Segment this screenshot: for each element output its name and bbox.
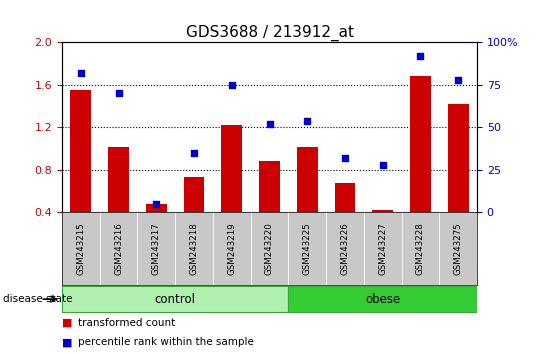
Text: GSM243215: GSM243215 [77, 222, 85, 275]
Text: GSM243216: GSM243216 [114, 222, 123, 275]
Text: GSM243225: GSM243225 [303, 222, 312, 275]
Bar [297, 147, 317, 212]
Bar [448, 104, 468, 212]
Point [190, 150, 198, 156]
Point [77, 70, 85, 76]
Text: percentile rank within the sample: percentile rank within the sample [78, 337, 254, 348]
Bar [146, 204, 167, 212]
Text: obese: obese [365, 293, 400, 306]
Text: GSM243220: GSM243220 [265, 222, 274, 275]
Text: GSM243218: GSM243218 [190, 222, 198, 275]
Bar [372, 210, 393, 212]
Point [227, 82, 236, 88]
Point [341, 155, 349, 161]
Point [114, 91, 123, 96]
Text: GSM243228: GSM243228 [416, 222, 425, 275]
Point [378, 162, 387, 168]
Point [303, 118, 312, 124]
Text: control: control [155, 293, 196, 306]
Text: ■: ■ [62, 337, 72, 348]
Text: disease state: disease state [3, 294, 72, 304]
Text: ■: ■ [62, 318, 72, 328]
Text: GSM243227: GSM243227 [378, 222, 387, 275]
Title: GDS3688 / 213912_at: GDS3688 / 213912_at [185, 25, 354, 41]
Point [152, 201, 161, 207]
Bar [222, 125, 242, 212]
Bar [410, 76, 431, 212]
Bar [71, 90, 91, 212]
Point [265, 121, 274, 127]
Bar [259, 161, 280, 212]
Text: GSM243219: GSM243219 [227, 222, 236, 275]
Point [454, 77, 462, 83]
Text: transformed count: transformed count [78, 318, 175, 328]
Bar [335, 183, 355, 212]
Point [416, 53, 425, 59]
Text: GSM243226: GSM243226 [341, 222, 349, 275]
Bar [108, 147, 129, 212]
Bar [62, 286, 288, 312]
Bar [288, 286, 477, 312]
Text: GSM243217: GSM243217 [152, 222, 161, 275]
Bar [184, 177, 204, 212]
Text: GSM243275: GSM243275 [454, 222, 462, 275]
